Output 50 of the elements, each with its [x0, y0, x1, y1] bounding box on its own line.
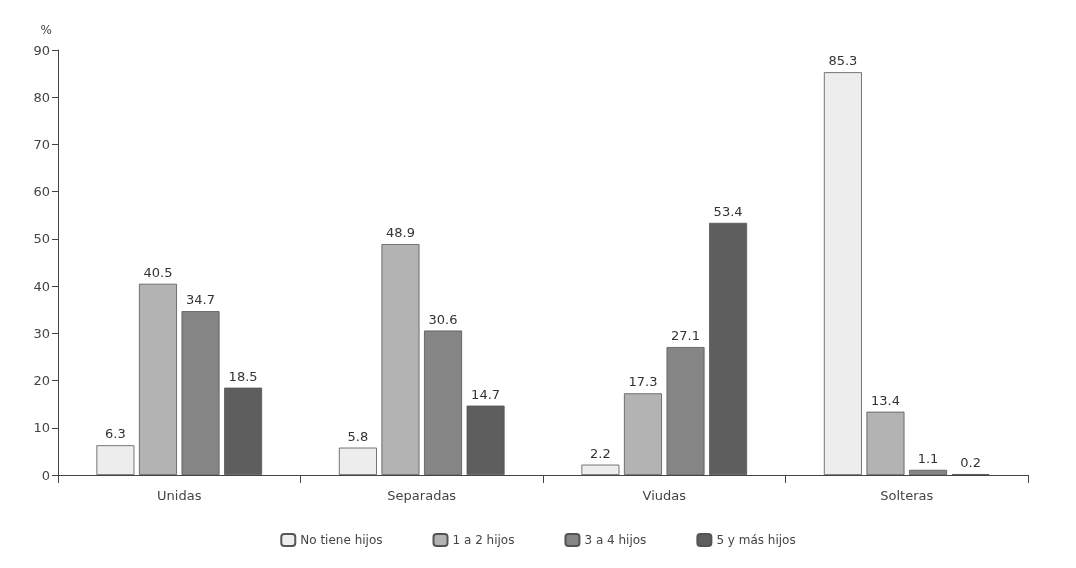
data-label: 6.3 [105, 426, 126, 442]
data-label: 5.8 [347, 428, 369, 444]
bar [666, 347, 705, 475]
data-label: 53.4 [713, 203, 743, 219]
data-label: 30.6 [428, 311, 458, 327]
x-tick-label: Separadas [387, 488, 457, 503]
y-tick-label: 60 [33, 184, 50, 200]
x-tick-label: Solteras [880, 488, 934, 503]
y-tick-label: 10 [33, 420, 50, 436]
data-label: 18.5 [228, 368, 258, 384]
bar [381, 244, 420, 475]
x-tick-label: Viudas [642, 488, 687, 503]
legend-label: 5 y más hijos [716, 533, 796, 547]
y-tick-label: 80 [33, 89, 50, 105]
data-label: 40.5 [143, 264, 173, 280]
data-label: 1.1 [917, 450, 939, 466]
bar [466, 405, 505, 475]
bar [138, 283, 177, 475]
data-label: 17.3 [628, 374, 658, 390]
bar [623, 393, 662, 475]
data-label: 48.9 [385, 225, 415, 241]
bar [709, 222, 748, 475]
y-tick-label: 20 [33, 373, 50, 389]
bar [909, 469, 948, 475]
y-tick-label: 70 [33, 136, 50, 152]
legend-label: 1 a 2 hijos [452, 533, 515, 547]
y-tick-label: 90 [33, 42, 50, 58]
legend-label: No tiene hijos [300, 533, 383, 547]
y-tick-label: 0 [41, 467, 50, 483]
bar [96, 445, 135, 475]
data-label: 14.7 [471, 386, 501, 402]
data-label: 34.7 [186, 292, 216, 308]
y-axis-title: % [40, 23, 52, 37]
y-tick-label: 30 [33, 325, 50, 341]
data-label: 85.3 [828, 53, 858, 69]
bar [823, 72, 862, 475]
data-label: 0.2 [960, 455, 981, 471]
y-tick-label: 40 [33, 278, 50, 294]
legend-label: 3 a 4 hijos [584, 533, 647, 547]
bar [424, 330, 463, 475]
data-label: 13.4 [870, 392, 900, 408]
bar [866, 411, 905, 475]
data-label: 27.1 [671, 328, 701, 344]
data-label: 2.2 [590, 445, 611, 461]
bar [224, 387, 263, 475]
bar [338, 447, 377, 475]
bar [581, 464, 620, 475]
bar [181, 311, 220, 475]
y-tick-label: 50 [33, 231, 50, 247]
x-tick-label: Unidas [157, 488, 202, 503]
